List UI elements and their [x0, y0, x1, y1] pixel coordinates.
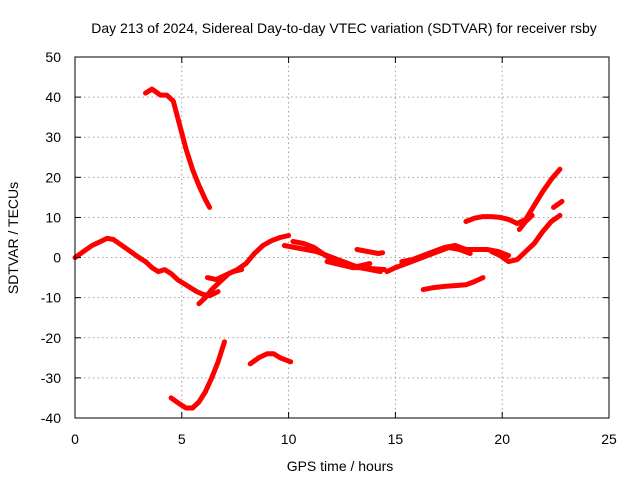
series-track-g	[354, 247, 386, 256]
series-track-m	[551, 198, 565, 210]
y-axis-label: SDTVAR / TECUs	[5, 182, 21, 294]
y-tick-label: 10	[45, 209, 61, 225]
data-series	[72, 86, 565, 411]
y-tick-labels: -40 -30 -20 -10 0 10 20 30 40 50	[41, 49, 61, 426]
x-tick-label: 0	[71, 431, 79, 447]
y-tick-label: -20	[41, 330, 61, 346]
x-tick-label: 10	[281, 431, 297, 447]
series-track-l	[516, 212, 535, 232]
series-track-j	[489, 212, 563, 265]
x-tick-labels: 0 5 10 15 20 25	[71, 431, 617, 447]
x-tick-label: 15	[388, 431, 404, 447]
series-track-a	[72, 235, 221, 299]
y-tick-label: 0	[53, 250, 61, 266]
x-tick-label: 20	[494, 431, 510, 447]
x-tick-label: 5	[178, 431, 186, 447]
series-track-k	[463, 166, 563, 226]
plot-frame	[74, 56, 610, 419]
y-tick-label: 20	[45, 169, 61, 185]
y-tick-label: -10	[41, 290, 61, 306]
series-track-f	[324, 259, 373, 271]
y-tick-label: -40	[41, 410, 61, 426]
x-tick-label: 25	[601, 431, 617, 447]
y-tick-label: 40	[45, 89, 61, 105]
series-track-o	[143, 86, 213, 210]
series-track-p	[168, 339, 227, 411]
y-tick-label: 30	[45, 129, 61, 145]
series-track-c	[204, 267, 245, 283]
series-track-b	[196, 233, 292, 307]
y-tick-label: 50	[45, 49, 61, 65]
axis-ticks	[74, 56, 610, 419]
chart-title: Day 213 of 2024, Sidereal Day-to-day VTE…	[91, 20, 597, 36]
y-tick-label: -30	[41, 370, 61, 386]
series-track-n	[420, 275, 486, 293]
series-track-q	[247, 351, 294, 367]
x-axis-label: GPS time / hours	[287, 458, 394, 474]
